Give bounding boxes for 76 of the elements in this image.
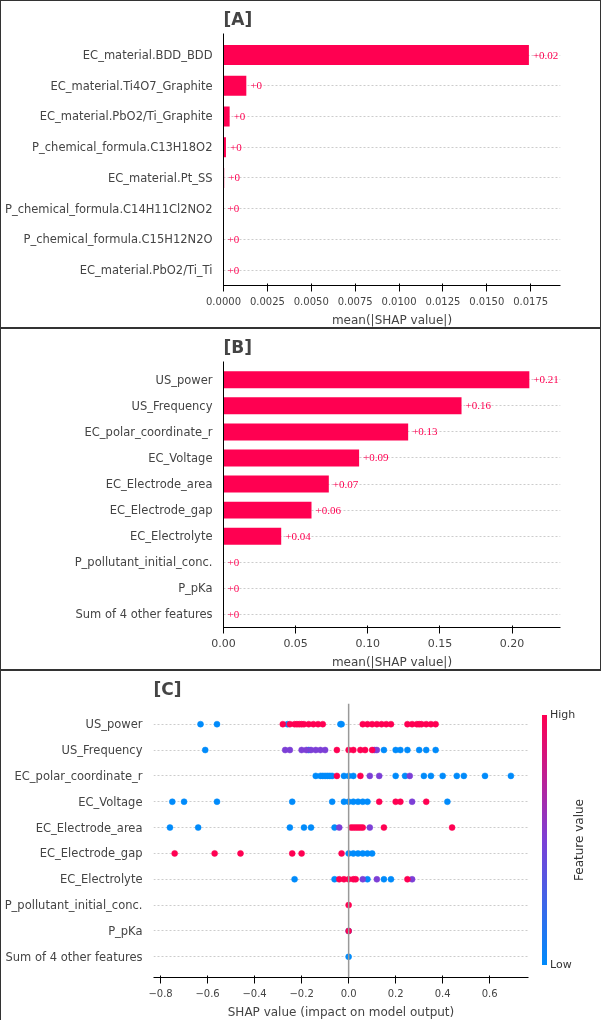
y-tick-label: Sum of 4 other features <box>5 949 143 964</box>
x-tick-label: 0.10 <box>355 636 381 650</box>
x-tick-label: 0.2 <box>387 987 404 999</box>
y-tick-label: EC_material.PbO2/Ti_Graphite <box>39 109 213 124</box>
data-label: +0 <box>228 171 241 184</box>
y-tick-label: EC_polar_coordinate_r <box>84 424 213 439</box>
x-tick-label: 0.0175 <box>513 295 549 307</box>
data-label: +0 <box>227 607 240 620</box>
data-label: +0.02 <box>532 48 559 61</box>
x-tick-label: 0.00 <box>211 636 236 650</box>
x-tick-label: 0.05 <box>283 636 308 650</box>
y-tick-label: P_chemical_formula.C15H12N2O <box>23 232 213 247</box>
data-label: +0 <box>229 140 243 153</box>
y-tick-label: US_power <box>85 717 143 732</box>
y-tick-label: EC_material.Ti4O7_Graphite <box>50 78 213 93</box>
y-tick-label: P_chemical_formula.C13H18O2 <box>32 140 213 155</box>
data-label: +0 <box>233 109 246 122</box>
data-label: +0 <box>227 202 240 215</box>
y-tick-label: P_pollutant_initial_conc. <box>4 898 143 913</box>
data-label: +0.13 <box>412 425 439 438</box>
data-label: +0.07 <box>332 477 359 490</box>
x-tick-label: 0.0025 <box>249 295 285 307</box>
y-tick-label: US_Frequency <box>61 743 143 758</box>
y-tick-label: P_pKa <box>108 923 143 938</box>
x-axis-title: SHAP value (impact on model output) <box>227 1004 455 1019</box>
y-tick-label: P_pKa <box>178 581 213 596</box>
y-tick-label: EC_material.Pt_SS <box>108 170 213 185</box>
data-label: +0 <box>227 232 240 245</box>
y-tick-label: EC_Voltage <box>78 794 143 809</box>
y-tick-label: EC_Voltage <box>148 450 213 465</box>
data-label: +0 <box>227 263 240 276</box>
x-tick-label: 0.0 <box>340 987 357 999</box>
y-tick-label: EC_Electrolyte <box>129 529 213 544</box>
data-label: +0 <box>227 555 240 568</box>
x-tick-label: 0.0125 <box>425 295 461 307</box>
color-bar-title: Feature value <box>571 799 588 881</box>
chart-title: [B] <box>223 336 252 357</box>
y-tick-label: EC_Electrode_gap <box>109 503 213 518</box>
y-tick-label: EC_polar_coordinate_r <box>14 768 143 783</box>
x-tick-label: 0.15 <box>427 636 453 650</box>
y-tick-label: EC_Electrode_area <box>35 820 143 835</box>
y-tick-label: P_pollutant_initial_conc. <box>74 555 213 570</box>
data-label: +0.04 <box>285 529 312 542</box>
data-label: +0.16 <box>465 399 492 412</box>
y-tick-label: EC_Electrolyte <box>59 872 143 887</box>
x-tick-label: 0.0075 <box>337 295 373 307</box>
text: Low <box>550 957 572 973</box>
y-tick-label: P_chemical_formula.C14H11Cl2NO2 <box>4 201 213 216</box>
y-tick-label: US_Frequency <box>131 398 213 413</box>
data-label: +0 <box>227 581 240 594</box>
y-tick-label: US_power <box>155 372 213 387</box>
x-tick-label: 0.0000 <box>206 295 241 307</box>
x-tick-label: 0.0100 <box>381 295 417 307</box>
x-tick-label: 0.20 <box>499 636 525 650</box>
data-label: +0.21 <box>533 373 559 386</box>
y-tick-label: EC_Electrode_gap <box>39 846 143 861</box>
x-tick-label: −0.8 <box>148 987 173 999</box>
x-tick-label: −0.4 <box>242 987 267 999</box>
data-label: +0.09 <box>363 451 390 464</box>
data-label: +0 <box>250 79 263 92</box>
x-axis-title: mean(|SHAP value|) <box>331 654 453 669</box>
x-tick-label: −0.2 <box>289 987 314 999</box>
chart-title: [C] <box>153 678 182 699</box>
text: High <box>550 707 576 723</box>
y-tick-label: EC_Electrode_area <box>105 477 213 492</box>
x-tick-label: 0.6 <box>481 987 498 999</box>
x-axis-title: mean(|SHAP value|) <box>331 312 453 327</box>
y-tick-label: EC_material.PbO2/Ti_Ti <box>79 263 213 278</box>
y-tick-label: EC_material.BDD_BDD <box>82 48 213 63</box>
x-tick-label: 0.0050 <box>293 295 329 307</box>
x-tick-label: 0.0150 <box>469 295 505 307</box>
data-label: +0.06 <box>315 503 342 516</box>
x-tick-label: −0.6 <box>195 987 220 999</box>
x-tick-label: 0.4 <box>434 987 451 999</box>
chart-title: [A] <box>223 8 253 29</box>
y-tick-label: Sum of 4 other features <box>75 607 213 622</box>
